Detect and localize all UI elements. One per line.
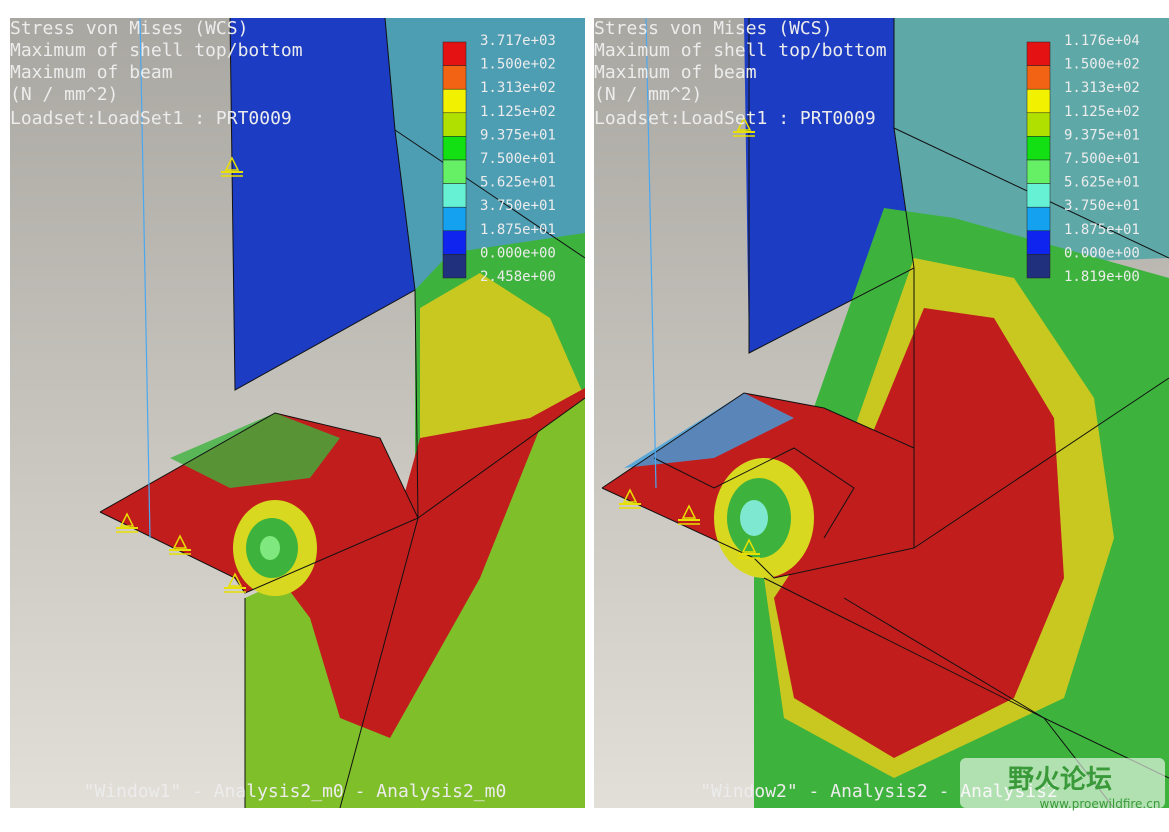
legend-label: 7.500e+01: [480, 151, 556, 167]
legend-swatch: [1026, 254, 1051, 279]
legend-label: 1.500e+02: [480, 57, 556, 73]
legend-swatch: [442, 183, 467, 208]
legend-swatch: [1026, 41, 1051, 66]
legend-label: 0.000e+00: [480, 245, 556, 261]
legend-label: 1.819e+00: [1064, 269, 1140, 285]
legend-label: 1.313e+02: [1064, 80, 1140, 96]
legend-label: 0.000e+00: [1064, 245, 1140, 261]
legend-label: 5.625e+01: [480, 175, 556, 191]
legend-swatch: [442, 88, 467, 114]
legend-label: 3.750e+01: [480, 198, 556, 214]
legend-label: 3.750e+01: [1064, 198, 1140, 214]
watermark-box: [960, 758, 1165, 808]
legend-label: 1.500e+02: [1064, 57, 1140, 73]
watermark-url: www.proewildfire.cn: [1040, 797, 1161, 811]
footer: "Window1" - Analysis2_m0 - Analysis2_m0: [84, 781, 507, 802]
legend-swatch: [1026, 112, 1051, 137]
header-line: (N / mm^2): [594, 84, 702, 105]
legend-swatch: [1026, 206, 1051, 232]
legend-swatch: [442, 136, 467, 161]
legend-label: 1.313e+02: [480, 80, 556, 96]
header-line: (N / mm^2): [10, 84, 118, 105]
header-line: Maximum of beam: [10, 62, 173, 83]
legend-swatch: [1026, 136, 1051, 161]
header-line: Stress von Mises (WCS): [594, 18, 832, 39]
legend-swatch: [442, 112, 467, 137]
header-line: Stress von Mises (WCS): [10, 18, 248, 39]
legend-label: 9.375e+01: [1064, 127, 1140, 143]
legend-swatch: [442, 65, 467, 90]
legend-swatch: [1026, 183, 1051, 208]
legend-label: 1.125e+02: [1064, 104, 1140, 120]
legend-label: 1.875e+01: [1064, 222, 1140, 238]
legend-swatch: [442, 159, 467, 184]
header-line: Loadset:LoadSet1 : PRT0009: [10, 108, 292, 129]
legend-swatch: [1026, 230, 1051, 255]
legend-swatch: [442, 41, 467, 66]
legend-swatch: [1026, 88, 1051, 114]
header-line: Loadset:LoadSet1 : PRT0009: [594, 108, 876, 129]
legend-label: 2.458e+00: [480, 269, 556, 285]
watermark-title: 野火论坛: [1008, 765, 1112, 795]
legend-label: 1.176e+04: [1064, 33, 1140, 49]
legend-label: 1.125e+02: [480, 104, 556, 120]
result-window: Stress von Mises (WCS)Maximum of shell t…: [10, 18, 585, 808]
legend-label: 5.625e+01: [1064, 175, 1140, 191]
legend-swatch: [442, 206, 467, 232]
legend-label: 3.717e+03: [480, 33, 556, 49]
legend-swatch: [1026, 159, 1051, 184]
header-line: Maximum of shell top/bottom: [10, 40, 303, 61]
legend-swatch: [442, 254, 467, 279]
legend-label: 7.500e+01: [1064, 151, 1140, 167]
header-line: Maximum of shell top/bottom: [594, 40, 887, 61]
result-window: Stress von Mises (WCS)Maximum of shell t…: [594, 18, 1169, 808]
legend-swatch: [1026, 65, 1051, 90]
legend-label: 9.375e+01: [480, 127, 556, 143]
legend-swatch: [442, 230, 467, 255]
legend-label: 1.875e+01: [480, 222, 556, 238]
header-line: Maximum of beam: [594, 62, 757, 83]
